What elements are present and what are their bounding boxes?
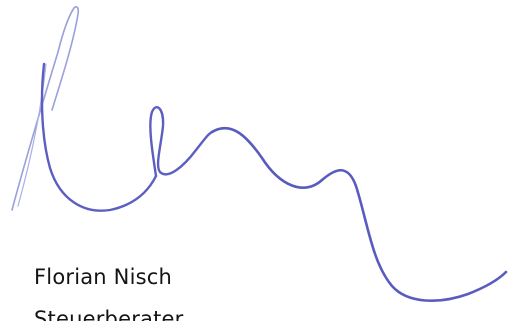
signature-tail xyxy=(210,126,508,302)
signature-loop xyxy=(149,106,214,178)
signer-name: Florian Nisch xyxy=(34,265,173,289)
signer-title: Steuerberater xyxy=(34,307,184,321)
signature-upstroke xyxy=(11,6,80,211)
signature-upstroke-2 xyxy=(17,63,47,207)
signature-stem xyxy=(40,62,158,212)
